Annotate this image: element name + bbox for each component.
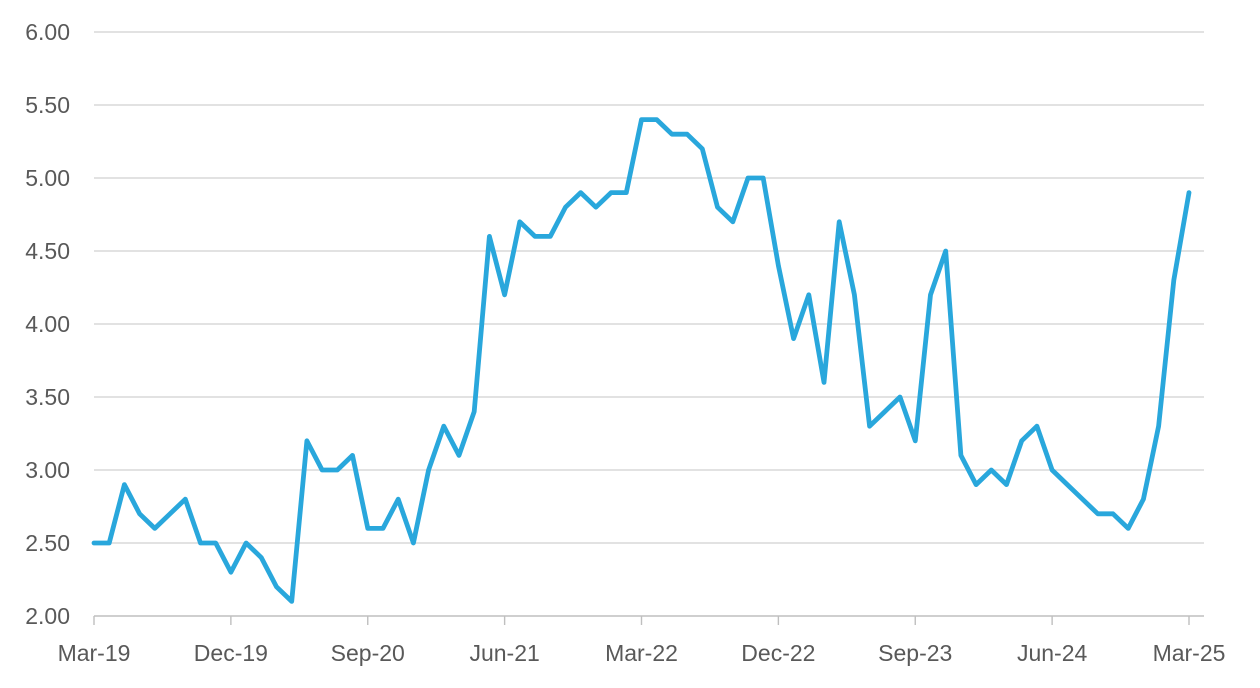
x-axis-labels: Mar-19 Dec-19 Sep-20 Jun-21 Mar-22 Dec-22 Sep-…	[58, 640, 1226, 666]
y-tick-label: 5.00	[25, 165, 70, 191]
y-tick-label: 3.00	[25, 457, 70, 483]
x-tick-label: Mar-25	[1153, 640, 1226, 666]
series-group	[91, 117, 1192, 604]
x-tick-label: Sep-20	[331, 640, 405, 666]
x-tick-label: Jun-24	[1017, 640, 1088, 666]
y-axis-labels: 6.00 5.50 5.00 4.50 4.00 3.50 3.00 2.50 2.00	[25, 19, 70, 629]
y-tick-label: 6.00	[25, 19, 70, 45]
y-tick-label: 5.50	[25, 92, 70, 118]
x-tick-label: Jun-21	[469, 640, 539, 666]
x-tick-label: Dec-19	[194, 640, 268, 666]
y-tick-label: 4.00	[25, 311, 70, 337]
gridlines	[94, 31, 1204, 544]
series-line	[91, 117, 1192, 604]
y-tick-label: 4.50	[25, 238, 70, 264]
x-tick-label: Dec-22	[741, 640, 815, 666]
x-axis	[93, 615, 1204, 625]
x-tick-label: Sep-23	[878, 640, 952, 666]
y-tick-label: 2.00	[25, 603, 70, 629]
x-tick-label: Mar-19	[58, 640, 131, 666]
y-tick-label: 2.50	[25, 530, 70, 556]
x-tick-label: Mar-22	[605, 640, 678, 666]
y-tick-label: 3.50	[25, 384, 70, 410]
